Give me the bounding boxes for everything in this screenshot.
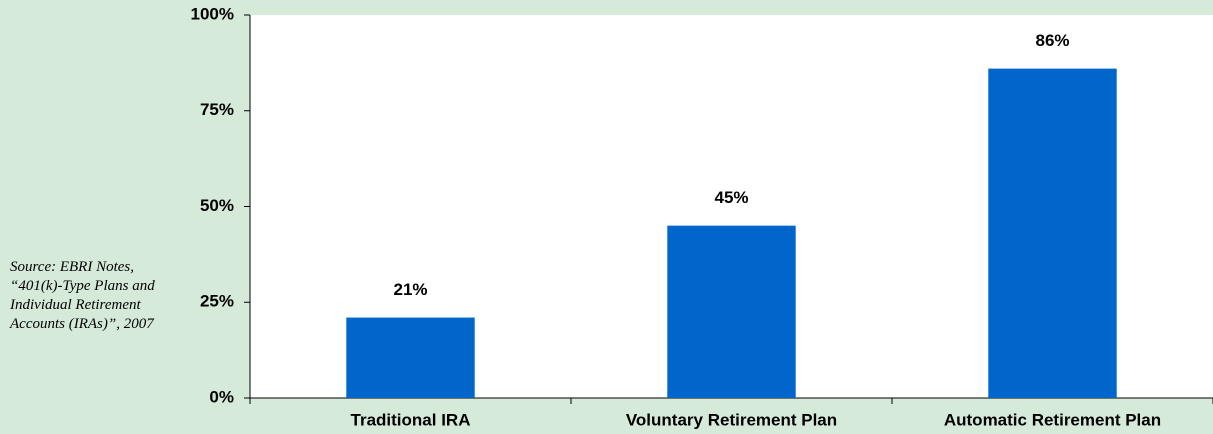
bar [667,225,796,398]
x-tick-label: Traditional IRA [351,410,471,429]
source-note: Source: EBRI Notes, “401(k)-Type Plans a… [10,259,155,332]
y-tick-label: 75% [200,100,234,119]
data-label: 86% [1035,31,1069,50]
bar [988,68,1117,399]
bar [346,317,475,398]
x-tick-label: Automatic Retirement Plan [944,410,1161,429]
y-tick-label: 100% [191,4,234,23]
y-tick-label: 25% [200,292,234,311]
data-label: 45% [714,188,748,207]
x-tick-label: Voluntary Retirement Plan [626,410,837,429]
y-tick-label: 0% [209,387,234,406]
y-tick-label: 50% [200,196,234,215]
data-label: 21% [393,280,427,299]
